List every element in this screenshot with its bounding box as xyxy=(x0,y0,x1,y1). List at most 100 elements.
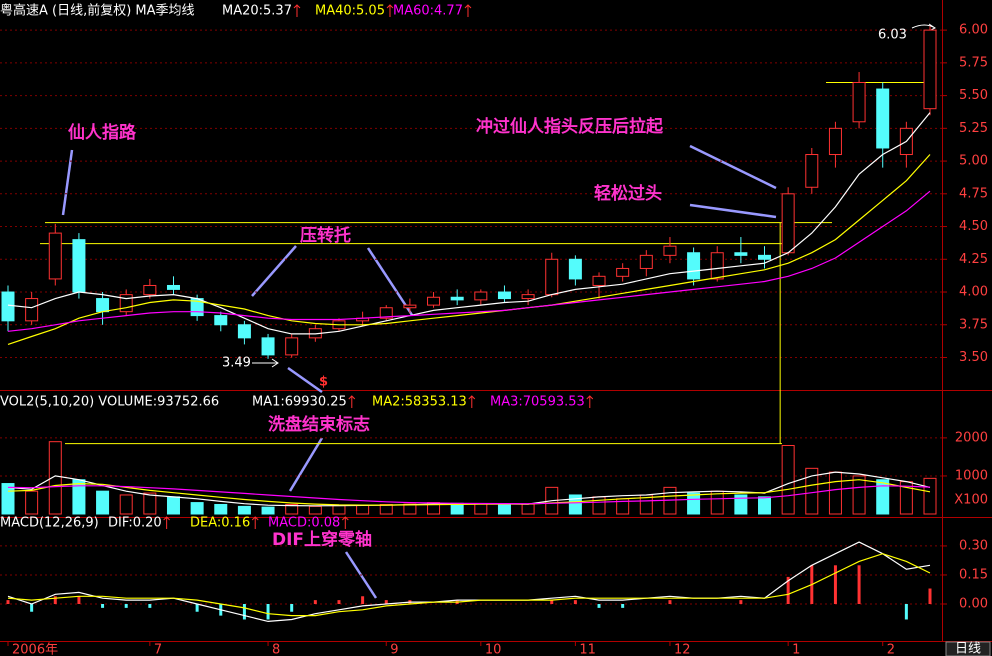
volume-bar xyxy=(261,506,275,515)
volume-bar xyxy=(166,496,180,515)
candle-body xyxy=(261,337,275,356)
candle-body xyxy=(166,284,180,290)
up-arrow xyxy=(586,395,594,408)
annotation: 轻松过头 xyxy=(594,183,662,204)
candle-body xyxy=(48,232,62,280)
period-label[interactable]: 日线 xyxy=(955,642,981,656)
y-tick-label: 5.75 xyxy=(959,55,988,70)
candle-body xyxy=(852,82,866,123)
volume-bar xyxy=(781,444,795,515)
volume-bar xyxy=(143,492,157,515)
x-tick-label: 9 xyxy=(390,643,398,656)
arrow xyxy=(251,245,297,297)
candle-body xyxy=(734,252,748,256)
volume-bar xyxy=(923,477,937,515)
y-tick-label: 5.25 xyxy=(959,121,988,136)
y-tick-label: 0.30 xyxy=(959,538,988,553)
candle-body xyxy=(450,296,464,301)
arrow xyxy=(288,437,324,492)
up-arrow xyxy=(464,4,472,17)
ma-line xyxy=(7,154,931,345)
candle-body xyxy=(214,315,228,326)
volume-bar xyxy=(237,505,251,515)
y-tick-label: 4.50 xyxy=(959,219,988,234)
volume-bar xyxy=(403,503,417,515)
up-arrow xyxy=(348,395,356,408)
volume-bar xyxy=(497,503,511,515)
y-tick-label: 4.25 xyxy=(959,252,988,267)
volume-ma-line xyxy=(7,485,931,505)
volume-bar xyxy=(521,503,535,515)
candle-body xyxy=(687,252,701,280)
volume-bar xyxy=(876,479,890,515)
volume-bar xyxy=(828,471,842,515)
volume-bar xyxy=(285,503,299,515)
candle-body xyxy=(616,267,630,277)
unit-label: X100 xyxy=(954,493,988,508)
header-text: MA3:70593.53 xyxy=(490,395,585,410)
header-text: MA60:4.77 xyxy=(393,4,463,19)
volume-bar xyxy=(119,494,133,515)
candle-body xyxy=(639,254,653,269)
annotation: 仙人指路 xyxy=(68,122,137,143)
ma-line xyxy=(7,190,931,332)
annotation: DIF上穿零轴 xyxy=(272,529,372,550)
candle-body xyxy=(285,337,299,356)
candle-body xyxy=(237,324,251,339)
up-arrow xyxy=(251,516,259,529)
header-text: DEA:0.16 xyxy=(190,516,250,531)
period-box[interactable] xyxy=(945,641,991,656)
candle-body xyxy=(828,127,842,156)
candle-body xyxy=(663,245,677,256)
header-text: DIF:0.20 xyxy=(108,516,162,531)
macd-line xyxy=(7,553,931,617)
candle-body xyxy=(119,294,133,313)
x-tick-label: 8 xyxy=(272,643,280,656)
y-tick-label: 3.75 xyxy=(959,317,988,332)
header-text: MA2:58353.13 xyxy=(372,395,467,410)
header-text: MACD:0.08 xyxy=(268,516,340,531)
y-tick-label: 4.00 xyxy=(959,285,988,300)
candle-body xyxy=(521,294,535,300)
volume-bar xyxy=(474,503,488,515)
candle-body xyxy=(923,29,937,110)
candle-body xyxy=(781,193,795,254)
y-tick-label: 1000 xyxy=(955,468,988,483)
up-arrow xyxy=(293,4,301,17)
annotation: 压转托 xyxy=(300,225,351,246)
candle-body xyxy=(545,258,559,296)
candle-body xyxy=(568,258,582,280)
x-tick-label: 10 xyxy=(485,643,502,656)
y-tick-label: 2000 xyxy=(955,430,988,445)
x-tick-label: 11 xyxy=(579,643,596,656)
volume-bar xyxy=(214,503,228,515)
up-arrow xyxy=(468,395,476,408)
y-tick-label: 6.00 xyxy=(959,23,988,38)
arrow xyxy=(287,366,323,394)
volume-ma-line xyxy=(7,479,931,506)
price-label: 3.49 xyxy=(222,356,251,371)
y-tick-label: 0.00 xyxy=(959,597,988,612)
signal-marker: $ xyxy=(319,375,328,390)
arrow xyxy=(689,144,777,190)
volume-bar xyxy=(48,441,62,515)
up-arrow xyxy=(386,4,394,17)
volume-bar xyxy=(356,504,370,515)
candle-body xyxy=(474,291,488,301)
arrow xyxy=(252,358,279,368)
x-tick-label: 2006年 xyxy=(12,643,58,656)
header-text: MACD(12,26,9) xyxy=(0,516,99,531)
volume-bar xyxy=(190,502,204,515)
candle-body xyxy=(805,154,819,188)
candle-body xyxy=(379,307,393,319)
x-tick-label: 12 xyxy=(674,643,691,656)
volume-bar xyxy=(734,494,748,515)
volume-bar xyxy=(308,505,322,515)
candle-body xyxy=(427,296,441,306)
volume-bar xyxy=(72,479,86,515)
volume-bar xyxy=(379,503,393,515)
candle-body xyxy=(592,275,606,286)
macd-line xyxy=(7,541,931,623)
